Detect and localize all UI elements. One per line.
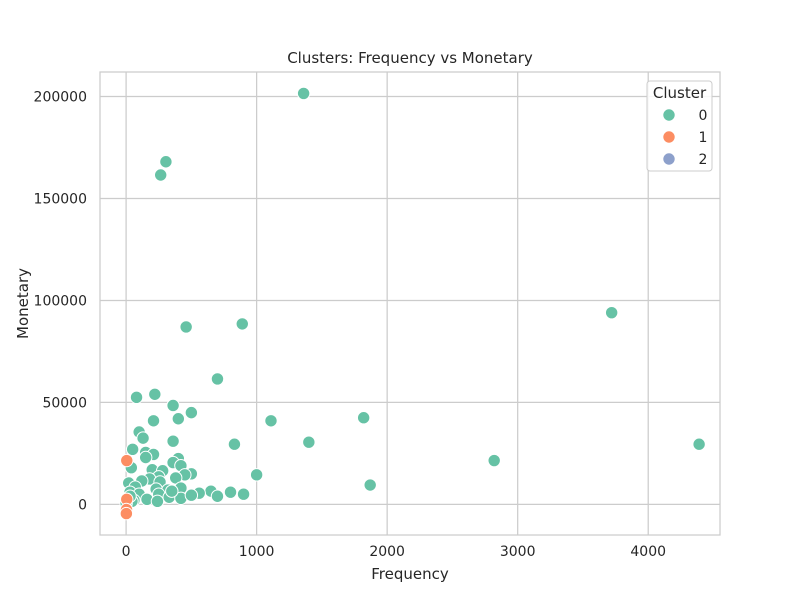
x-tick-label: 3000	[500, 544, 536, 560]
data-point-cluster-0	[179, 320, 193, 334]
data-point-cluster-0	[171, 412, 186, 426]
data-point-cluster-0	[487, 453, 501, 468]
tick-labels: 0 1000 2000 3000 4000 0 50000 100000 150000 20000…	[34, 89, 666, 560]
y-axis-label: Monetary	[14, 268, 32, 339]
y-tick-label: 50000	[42, 395, 87, 411]
legend-items: 0 1 2	[662, 108, 708, 168]
data-point-cluster-0	[356, 411, 371, 425]
data-point-cluster-0	[148, 387, 162, 401]
data-point-cluster-0	[223, 485, 238, 499]
legend-label-2: 2	[699, 152, 708, 168]
data-point-cluster-0	[227, 437, 242, 451]
data-point-cluster-0	[165, 484, 179, 498]
data-point-cluster-0	[692, 437, 706, 451]
x-tick-label: 4000	[630, 544, 666, 560]
data-point-cluster-1	[119, 506, 134, 521]
data-point-cluster-0	[125, 442, 140, 457]
data-point-cluster-0	[210, 372, 225, 386]
legend-title: Cluster	[653, 84, 707, 102]
data-point-cluster-0	[249, 468, 264, 482]
data-point-cluster-0	[604, 305, 619, 320]
data-point-cluster-0	[296, 86, 311, 101]
legend-marker-2	[662, 152, 676, 166]
data-point-cluster-0	[138, 450, 153, 465]
x-tick-label: 1000	[239, 544, 275, 560]
y-tick-label: 150000	[34, 191, 87, 207]
data-point-cluster-0	[235, 317, 249, 331]
plot-area	[100, 72, 720, 535]
data-points	[119, 86, 706, 521]
data-point-cluster-0	[184, 405, 199, 420]
data-point-cluster-0	[166, 434, 180, 448]
legend-marker-0	[662, 108, 676, 122]
legend-label-0: 0	[699, 108, 708, 124]
x-axis-label: Frequency	[371, 565, 449, 583]
legend-box	[646, 80, 713, 172]
data-point-cluster-0	[363, 478, 377, 492]
data-point-cluster-0	[150, 494, 165, 509]
x-tick-label: 2000	[369, 544, 405, 560]
data-point-cluster-0	[129, 390, 144, 405]
data-point-cluster-0	[302, 435, 316, 449]
legend-marker-1	[662, 130, 676, 144]
data-point-cluster-1	[120, 453, 134, 468]
data-point-cluster-0	[236, 487, 251, 501]
data-point-cluster-0	[264, 414, 278, 428]
data-point-cluster-0	[159, 155, 173, 169]
legend: Cluster 0 1 2	[646, 80, 713, 172]
data-point-cluster-0	[184, 488, 199, 502]
data-point-cluster-0	[210, 489, 225, 503]
y-tick-label: 100000	[34, 293, 87, 309]
y-tick-label: 0	[78, 497, 87, 513]
data-point-cluster-0	[146, 414, 161, 428]
chart-title: Clusters: Frequency vs Monetary	[287, 49, 533, 67]
data-point-cluster-0	[153, 168, 168, 182]
data-point-cluster-0	[166, 398, 180, 413]
data-point-cluster-0	[136, 431, 150, 445]
legend-label-1: 1	[699, 130, 708, 146]
x-tick-label: 0	[122, 544, 131, 560]
plot-border	[99, 71, 721, 536]
y-tick-label: 200000	[34, 89, 87, 105]
grid	[100, 72, 720, 535]
